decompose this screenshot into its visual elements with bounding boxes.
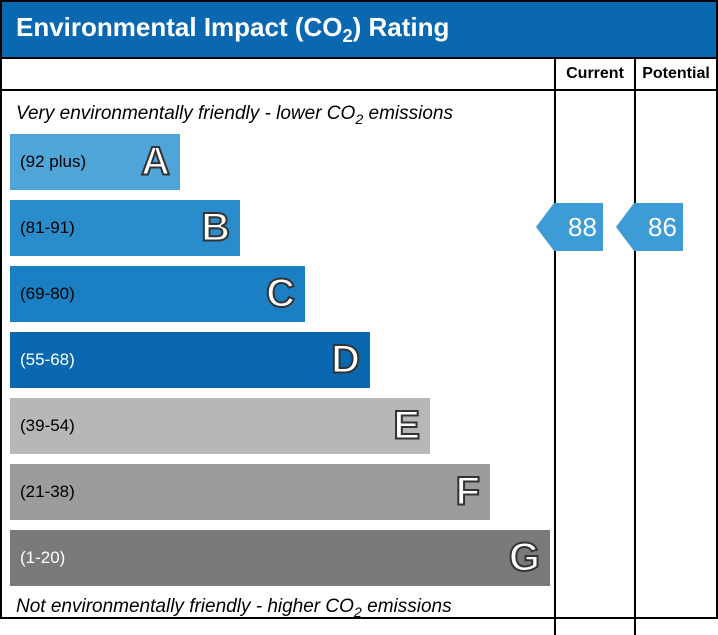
band-range: (81-91) [10, 218, 75, 238]
band-c: (69-80) C [10, 266, 305, 322]
band-letter: B [201, 205, 230, 250]
band-f: (21-38) F [10, 464, 490, 520]
potential-value-arrow: 86 [634, 203, 683, 251]
caption-bottom: Not environmentally friendly - higher CO… [2, 586, 554, 627]
band-b: (81-91) B [10, 200, 240, 256]
current-value: 88 [568, 212, 597, 243]
caption-top: Very environmentally friendly - lower CO… [2, 99, 554, 134]
header-potential: Potential [634, 59, 716, 91]
band-d: (55-68) D [10, 332, 370, 388]
band-range: (92 plus) [10, 152, 86, 172]
band-letter: E [393, 403, 420, 448]
band-letter: F [456, 469, 480, 514]
band-range: (1-20) [10, 548, 65, 568]
band-g: (1-20) G [10, 530, 550, 586]
band-letter: C [266, 271, 295, 316]
eir-chart: Environmental Impact (CO2) Rating Curren… [0, 0, 718, 619]
band-range: (21-38) [10, 482, 75, 502]
band-letter: A [141, 139, 170, 184]
current-value-arrow: 88 [554, 203, 603, 251]
band-range: (55-68) [10, 350, 75, 370]
band-letter: G [509, 535, 540, 580]
band-letter: D [331, 337, 360, 382]
chart-title: Environmental Impact (CO2) Rating [2, 2, 716, 59]
title-suffix: ) Rating [353, 12, 450, 42]
title-sub: 2 [343, 26, 353, 46]
header-current: Current [554, 59, 634, 91]
band-range: (69-80) [10, 284, 75, 304]
col-potential: 86 [634, 91, 716, 635]
header-blank [2, 59, 554, 91]
potential-value: 86 [648, 212, 677, 243]
title-prefix: Environmental Impact (CO [16, 12, 343, 42]
band-range: (39-54) [10, 416, 75, 436]
col-current: 88 [554, 91, 634, 635]
band-a: (92 plus) A [10, 134, 180, 190]
band-e: (39-54) E [10, 398, 430, 454]
bands-area: Very environmentally friendly - lower CO… [2, 91, 554, 635]
